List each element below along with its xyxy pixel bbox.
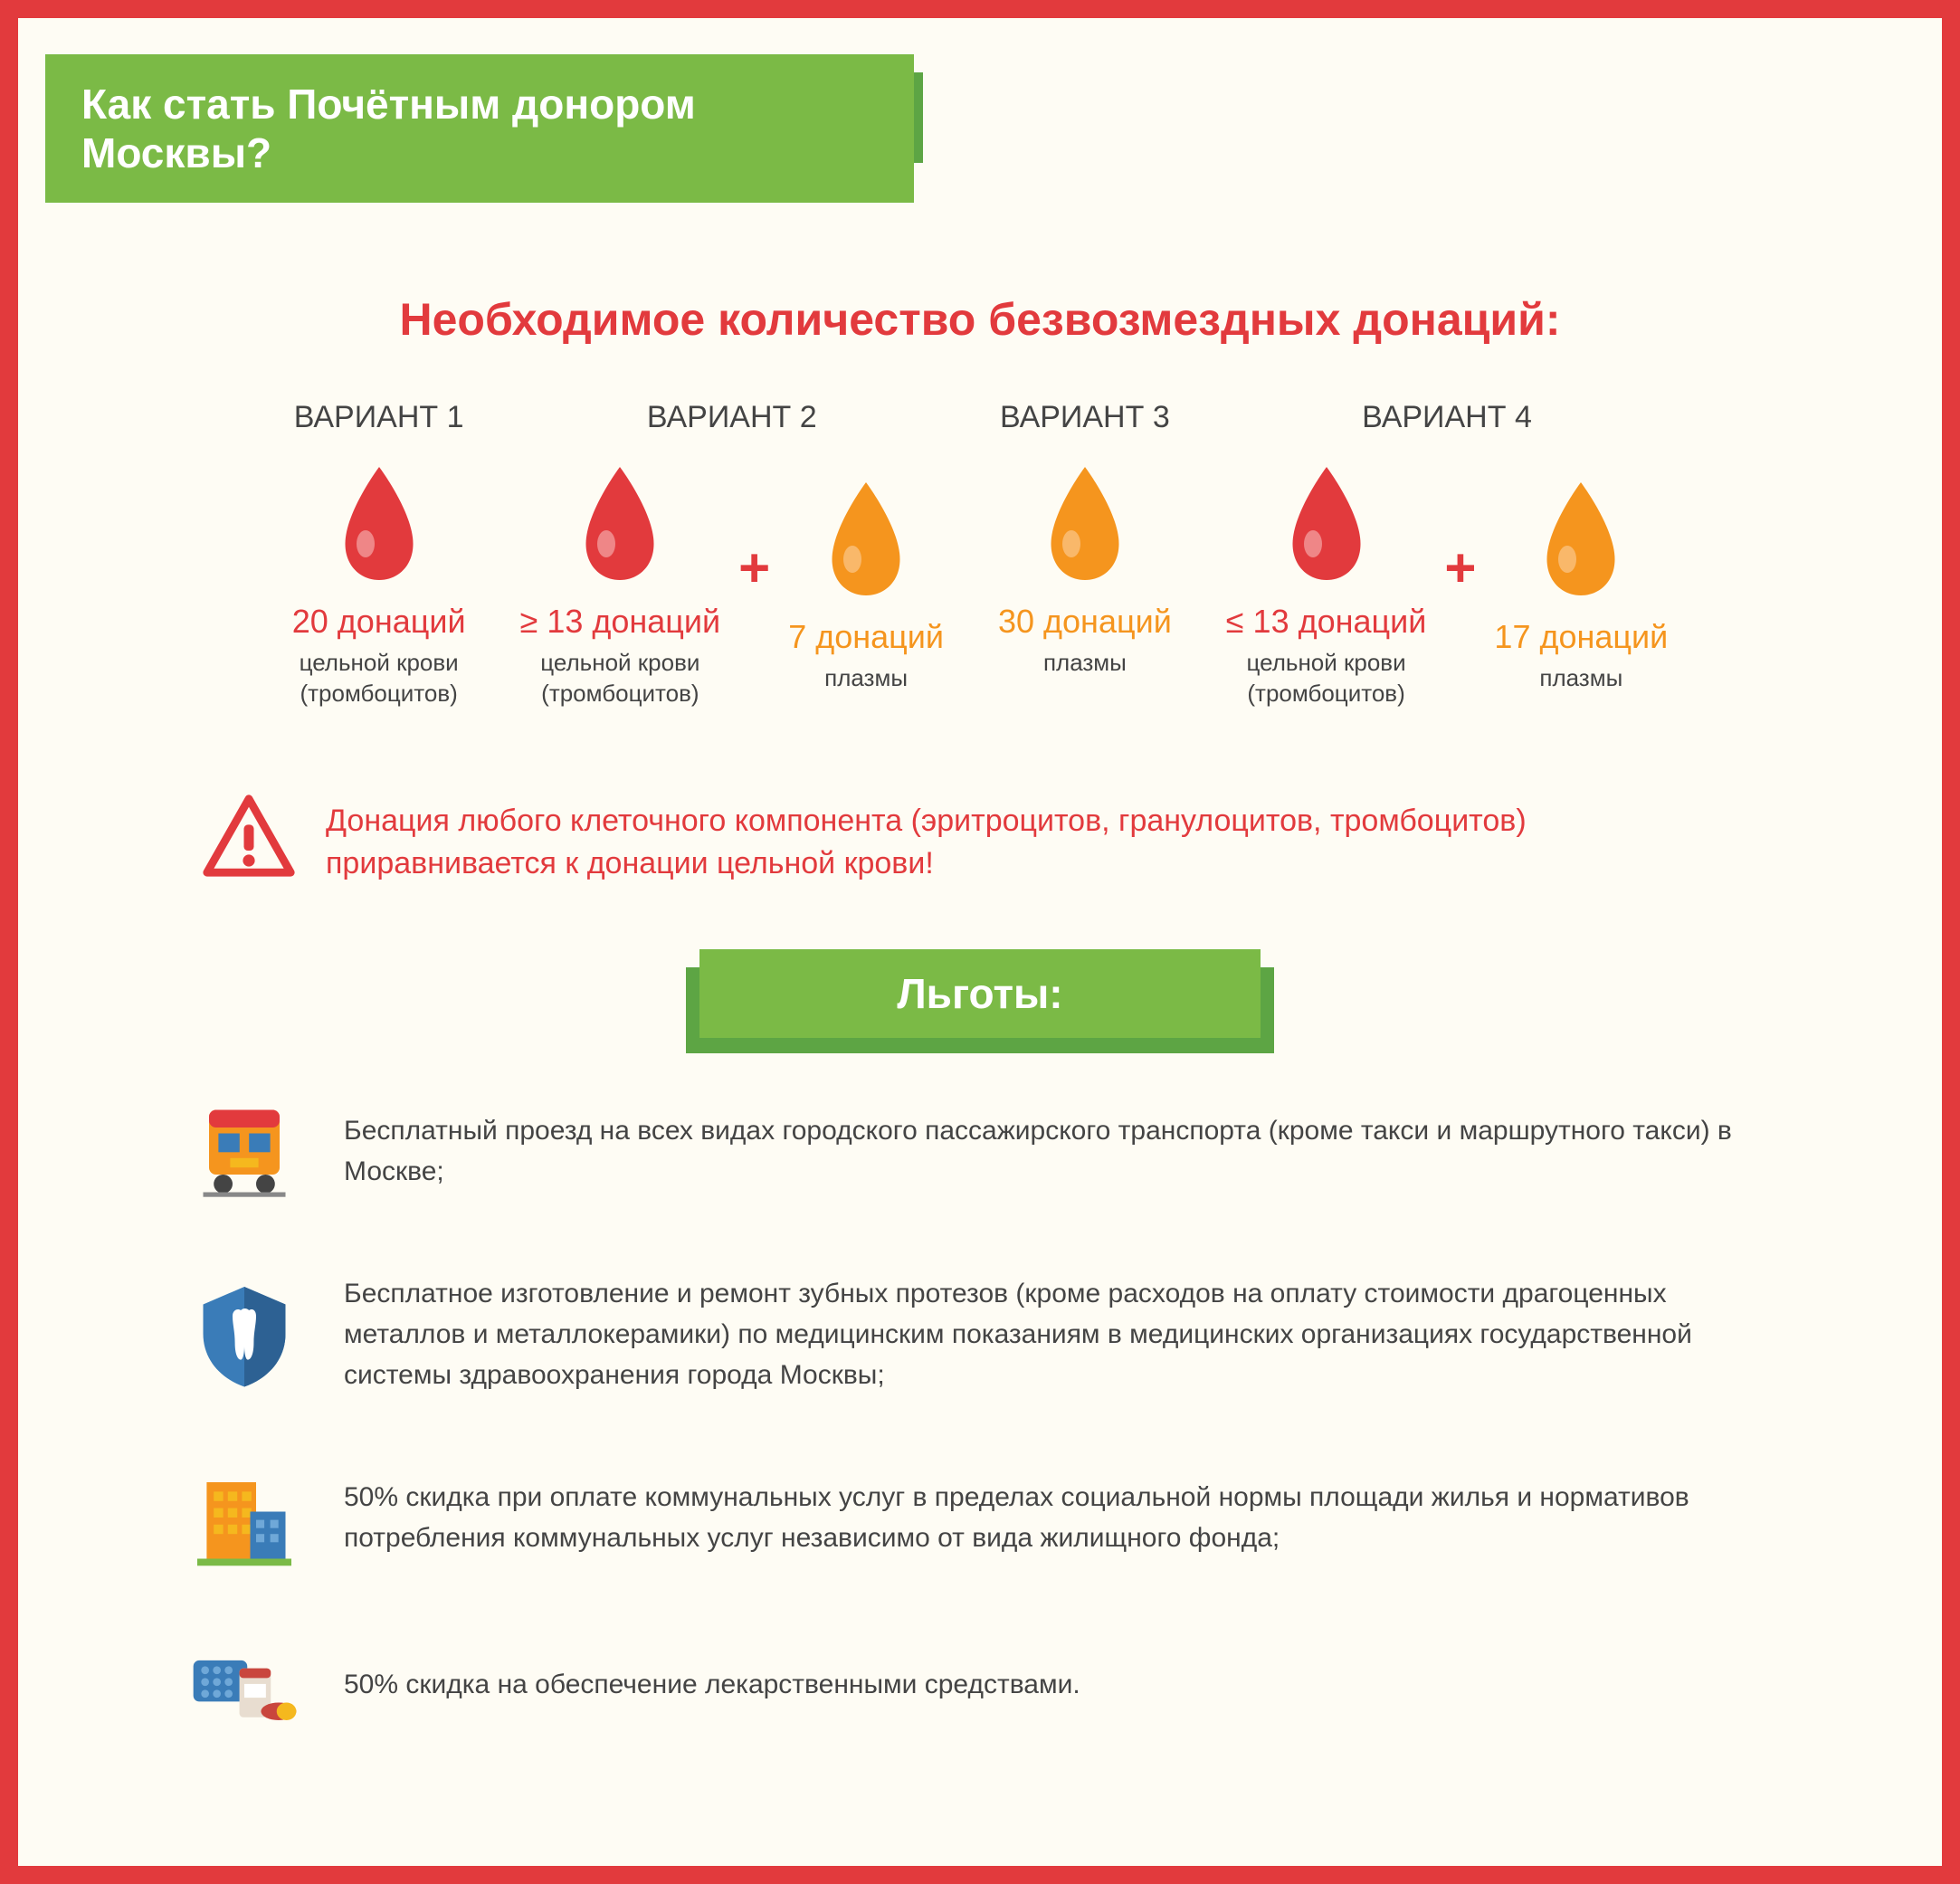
benefit-text: Бесплатное изготовление и ремонт зубных …: [344, 1273, 1779, 1395]
donation-type: цельной крови(тромбоцитов): [520, 648, 721, 709]
warning-text: Донация любого клеточного компонента (эр…: [326, 800, 1761, 886]
variant-1: ВАРИАНТ 1 20 донаций цельной крови(тромб…: [292, 400, 466, 728]
donation-type: плазмы: [788, 663, 944, 694]
medicine-icon: [181, 1640, 308, 1730]
donation-type: цельной крови(тромбоцитов): [1226, 648, 1427, 709]
drop-item: 30 донаций плазмы: [998, 462, 1172, 679]
plus-icon: +: [1444, 537, 1476, 599]
benefits-title: Льготы:: [699, 949, 1261, 1038]
page-title: Как стать Почётным донором Москвы?: [45, 54, 914, 203]
donation-count: 20 донаций: [292, 603, 466, 641]
donation-count: ≥ 13 донаций: [520, 603, 721, 641]
drop-item: ≤ 13 донаций цельной крови(тромбоцитов): [1226, 462, 1427, 709]
benefit-item: 50% скидка на обеспечение лекарственными…: [181, 1640, 1779, 1730]
donation-count: 30 донаций: [998, 603, 1172, 641]
drop-item: 20 донаций цельной крови(тромбоцитов): [292, 462, 466, 709]
plus-icon: +: [738, 537, 770, 599]
variants-row: ВАРИАНТ 1 20 донаций цельной крови(тромб…: [18, 400, 1942, 728]
benefits-list: Бесплатный проезд на всех видах городско…: [18, 1092, 1942, 1730]
warning-block: Донация любого клеточного компонента (эр…: [18, 791, 1942, 895]
benefits-title-block: Льготы:: [699, 949, 1261, 1038]
donation-count: 7 донаций: [788, 618, 944, 656]
benefit-item: 50% скидка при оплате коммунальных услуг…: [181, 1459, 1779, 1576]
tooth-icon: [181, 1275, 308, 1393]
benefit-text: 50% скидка на обеспечение лекарственными…: [344, 1664, 1080, 1705]
donation-type: плазмы: [1494, 663, 1668, 694]
variant-label: ВАРИАНТ 3: [998, 400, 1172, 435]
infographic-page: Как стать Почётным донором Москвы? Необх…: [18, 18, 1942, 1866]
building-icon: [181, 1459, 308, 1576]
variant-label: ВАРИАНТ 2: [520, 400, 944, 435]
warning-icon: [199, 791, 299, 895]
benefit-text: 50% скидка при оплате коммунальных услуг…: [344, 1477, 1779, 1558]
benefit-text: Бесплатный проезд на всех видах городско…: [344, 1110, 1779, 1192]
train-icon: [181, 1092, 308, 1210]
subtitle: Необходимое количество безвозмездных дон…: [18, 293, 1942, 346]
donation-count: ≤ 13 донаций: [1226, 603, 1427, 641]
variant-3: ВАРИАНТ 3 30 донаций плазмы: [998, 400, 1172, 728]
variant-label: ВАРИАНТ 1: [292, 400, 466, 435]
drop-item: ≥ 13 донаций цельной крови(тромбоцитов): [520, 462, 721, 709]
donation-type: плазмы: [998, 648, 1172, 679]
benefit-item: Бесплатное изготовление и ремонт зубных …: [181, 1273, 1779, 1395]
variant-2: ВАРИАНТ 2 ≥ 13 донаций цельной крови(тро…: [520, 400, 944, 728]
drop-item: 17 донаций плазмы: [1494, 478, 1668, 694]
benefit-item: Бесплатный проезд на всех видах городско…: [181, 1092, 1779, 1210]
variant-label: ВАРИАНТ 4: [1226, 400, 1668, 435]
donation-count: 17 донаций: [1494, 618, 1668, 656]
donation-type: цельной крови(тромбоцитов): [292, 648, 466, 709]
variant-4: ВАРИАНТ 4 ≤ 13 донаций цельной крови(тро…: [1226, 400, 1668, 728]
drop-item: 7 донаций плазмы: [788, 478, 944, 694]
title-block: Как стать Почётным донором Москвы?: [18, 18, 1942, 203]
